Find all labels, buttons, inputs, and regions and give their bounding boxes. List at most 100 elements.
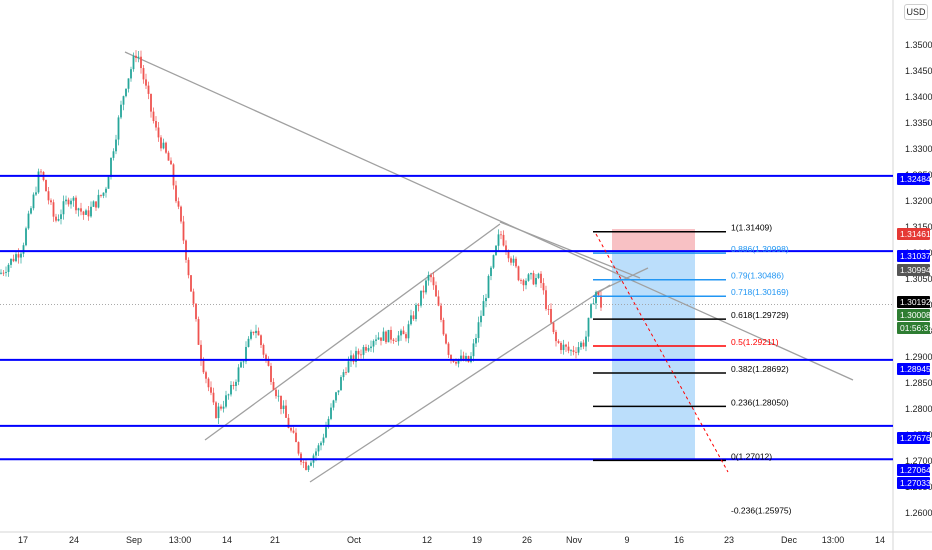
y-tick-label: 1.33500 — [905, 118, 932, 128]
candle-body — [437, 296, 440, 306]
candle-body — [397, 335, 400, 342]
candle-body — [432, 277, 435, 286]
candle-body — [22, 245, 25, 254]
price-badge-label: 1.32484 — [900, 174, 931, 184]
candle-body — [440, 305, 442, 320]
candle-body — [50, 200, 52, 203]
price-badge-label: 1.31461 — [900, 229, 931, 239]
candle-body — [525, 280, 527, 286]
take-profit-zone — [612, 251, 695, 460]
x-tick-label: 12 — [422, 535, 432, 545]
candle-body — [230, 384, 232, 395]
channel-top-extension — [499, 221, 641, 279]
candle-body — [200, 344, 202, 361]
candle-body — [155, 121, 157, 128]
candle-body — [325, 427, 327, 438]
price-badge-label: 1.30994 — [900, 265, 931, 275]
candle-body — [182, 221, 185, 241]
candle-body — [242, 361, 245, 363]
candle-body — [157, 127, 160, 138]
candle-body — [287, 417, 290, 429]
candle-body — [557, 341, 560, 343]
candle-body — [252, 331, 255, 334]
candle-body — [80, 208, 82, 212]
candle-body — [162, 142, 165, 149]
candle-body — [552, 322, 555, 332]
candle-body — [352, 355, 355, 362]
price-badge-label: 1.30008 — [900, 310, 931, 320]
candle-body — [585, 336, 587, 347]
candle-body — [307, 465, 310, 470]
candle-body — [127, 78, 130, 89]
candle-body — [302, 462, 305, 463]
candle-body — [145, 79, 147, 86]
currency-label[interactable]: USD — [904, 4, 928, 20]
candle-body — [237, 367, 240, 382]
fib-level-label: 0.79(1.30486) — [731, 271, 784, 281]
candle-body — [500, 234, 502, 236]
descending-trendline — [124, 51, 854, 381]
candle-body — [245, 346, 247, 362]
candle-body — [565, 344, 567, 347]
x-tick-label: Nov — [566, 535, 583, 545]
candle-body — [55, 216, 57, 221]
price-badge-bg — [897, 228, 930, 240]
candle-body — [342, 372, 345, 378]
candle-body — [205, 372, 207, 379]
candle-body — [275, 389, 277, 397]
candle-body — [115, 139, 117, 152]
candle-body — [150, 93, 152, 112]
candle-body — [350, 355, 352, 362]
price-badge: 1.32484 — [897, 173, 931, 185]
y-tick-label: 1.34500 — [905, 66, 932, 76]
candle-body — [265, 354, 267, 360]
price-badge-bg — [897, 173, 930, 185]
candle-body — [27, 213, 30, 229]
candle-body — [572, 350, 575, 352]
price-badge: 1.30192 — [897, 296, 931, 308]
candle-body — [197, 319, 200, 345]
y-tick-label: 1.34000 — [905, 92, 932, 102]
candle-body — [255, 330, 257, 334]
candle-body — [362, 347, 365, 355]
candle-body — [520, 280, 522, 281]
candle-body — [15, 254, 17, 262]
fib-level-label: 0(1.27012) — [731, 451, 772, 461]
candle-body — [465, 356, 467, 361]
candle-body — [305, 462, 307, 470]
candle-body — [347, 361, 350, 373]
candle-body — [167, 152, 170, 161]
price-badge-bg — [897, 464, 930, 476]
channel-upper-line — [204, 223, 501, 441]
candle-body — [472, 343, 475, 357]
candle-body — [12, 258, 15, 262]
candle-body — [365, 347, 367, 351]
candle-body — [522, 280, 525, 286]
candle-body — [85, 210, 87, 215]
candle-body — [52, 202, 55, 217]
x-tick-label: 19 — [472, 535, 482, 545]
candle-body — [462, 355, 465, 361]
candle-body — [262, 344, 265, 355]
candle-body — [222, 406, 225, 409]
candle-body — [377, 337, 380, 340]
candle-body — [417, 305, 420, 306]
candle-body — [320, 442, 322, 446]
candle-body — [170, 160, 172, 165]
y-tick-label: 1.30500 — [905, 274, 932, 284]
candle-body — [420, 290, 422, 306]
candle-body — [25, 228, 27, 246]
candle-body — [497, 234, 500, 246]
candle-body — [412, 315, 415, 320]
candle-body — [322, 437, 325, 443]
candle-body — [297, 442, 300, 454]
channel-lower-line — [309, 284, 611, 483]
candle-body — [152, 111, 155, 122]
candle-body — [442, 319, 445, 335]
candles — [0, 50, 602, 472]
candle-body — [37, 171, 40, 193]
price-badge: 1.30008 — [897, 309, 931, 321]
candle-body — [142, 68, 145, 80]
candle-body — [430, 275, 432, 278]
